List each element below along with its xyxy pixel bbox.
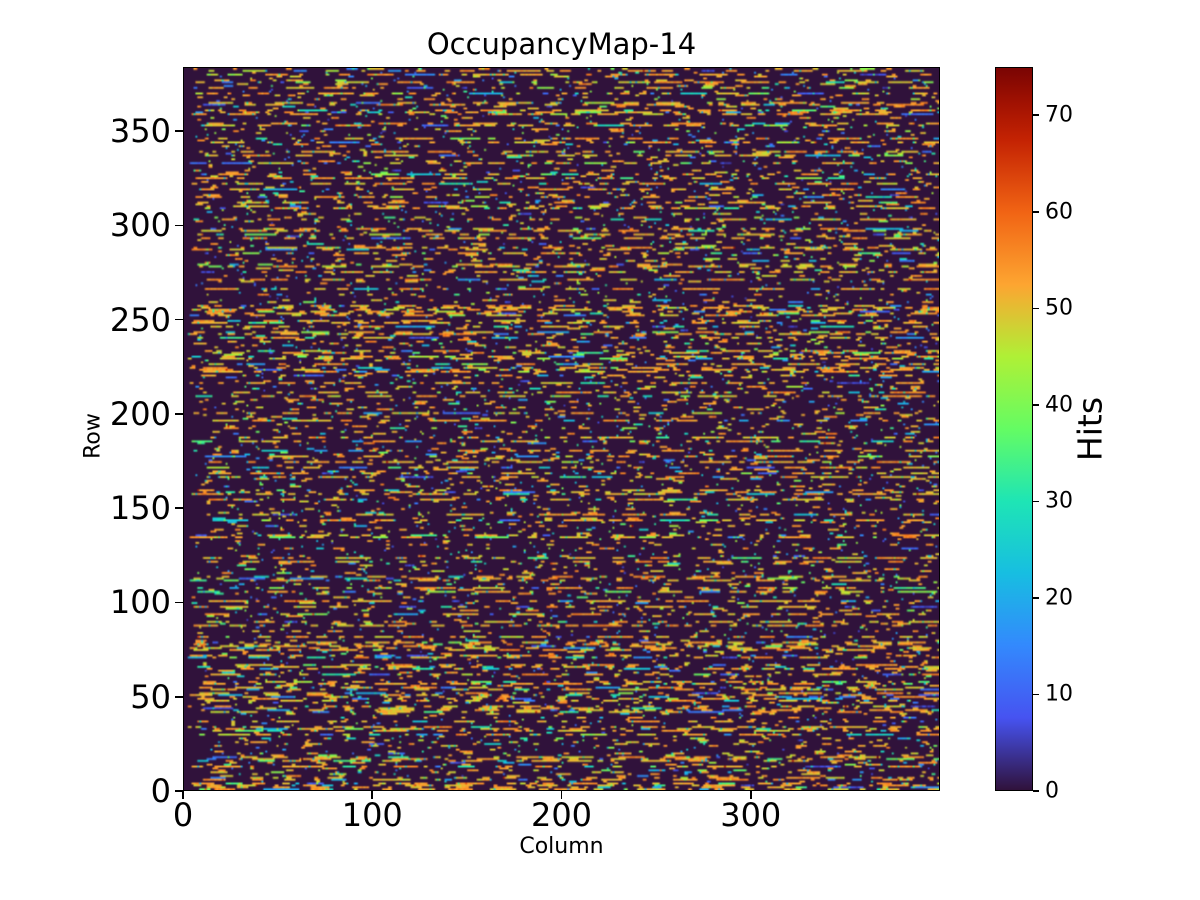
- colorbar-tick-mark: [1033, 114, 1039, 117]
- colorbar-tick-label: 20: [1045, 585, 1073, 611]
- x-axis-label: Column: [519, 834, 604, 859]
- colorbar-tick-label: 30: [1045, 488, 1073, 514]
- heatmap-canvas: [184, 68, 939, 790]
- heatmap-plot-area: [183, 67, 940, 791]
- colorbar: [995, 67, 1033, 791]
- y-tick-label: 100: [109, 583, 171, 622]
- y-tick-mark: [175, 318, 183, 321]
- x-tick-mark: [182, 791, 184, 799]
- chart-title: OccupancyMap-14: [426, 27, 697, 61]
- y-axis-label: Row: [80, 413, 106, 459]
- y-tick-mark: [175, 601, 183, 604]
- colorbar-tick-label: 10: [1045, 681, 1073, 707]
- y-tick-label: 300: [109, 206, 171, 245]
- y-tick-mark: [175, 507, 183, 509]
- colorbar-tick-label: 50: [1045, 295, 1073, 321]
- colorbar-tick-label: 70: [1045, 102, 1073, 128]
- y-tick-label: 150: [109, 489, 171, 528]
- colorbar-tick-label: 40: [1045, 392, 1073, 418]
- y-tick-mark: [175, 130, 183, 132]
- colorbar-tick-mark: [1033, 211, 1039, 213]
- x-tick-label: 200: [530, 796, 593, 834]
- colorbar-tick-mark: [1033, 404, 1039, 406]
- y-tick-label: 200: [109, 394, 171, 433]
- y-tick-mark: [175, 695, 183, 698]
- y-tick-mark: [175, 413, 183, 415]
- y-tick-mark: [175, 224, 183, 227]
- colorbar-tick-mark: [1033, 500, 1039, 503]
- y-tick-label: 50: [130, 677, 171, 716]
- y-tick-mark: [175, 790, 183, 792]
- colorbar-tick-mark: [1033, 307, 1039, 310]
- x-tick-mark: [560, 791, 563, 799]
- x-tick-label: 300: [720, 796, 782, 834]
- colorbar-tick-label: 0: [1045, 778, 1059, 804]
- x-tick-label: 100: [341, 796, 403, 834]
- colorbar-tick-label: 60: [1045, 199, 1073, 225]
- y-tick-label: 350: [109, 112, 171, 151]
- y-tick-label: 250: [109, 300, 171, 339]
- colorbar-label: Hits: [1070, 396, 1110, 462]
- x-tick-mark: [371, 791, 374, 799]
- colorbar-tick-mark: [1033, 790, 1039, 792]
- x-tick-label: 0: [172, 796, 194, 834]
- x-tick-mark: [749, 791, 752, 799]
- y-tick-label: 0: [150, 772, 171, 810]
- colorbar-tick-mark: [1033, 693, 1039, 696]
- colorbar-tick-mark: [1033, 597, 1039, 599]
